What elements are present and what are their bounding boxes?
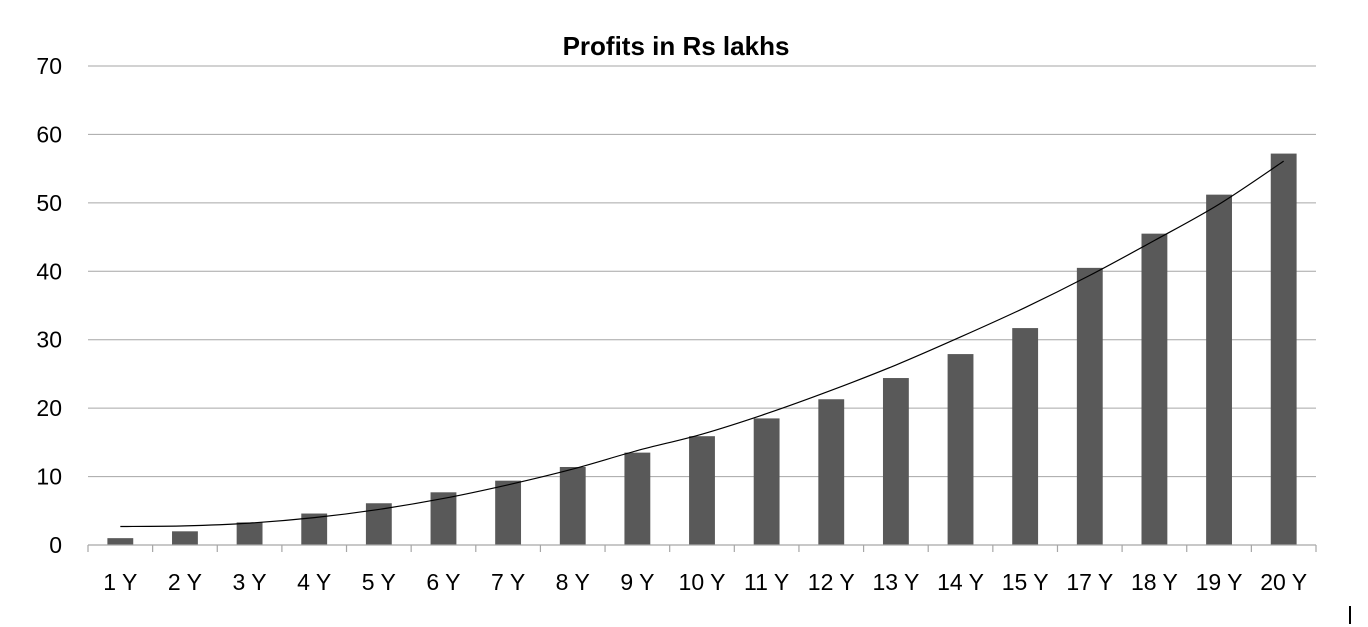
y-tick-label: 30 <box>36 327 62 353</box>
x-tick-label: 20 Y <box>1260 569 1307 595</box>
bar <box>1141 233 1168 545</box>
x-tick-label: 1 Y <box>103 569 137 595</box>
bar <box>236 522 263 545</box>
bar <box>689 436 715 545</box>
x-tick-label: 17 Y <box>1066 569 1113 595</box>
y-tick-label: 60 <box>36 121 62 147</box>
x-tick-label: 14 Y <box>937 569 984 595</box>
y-tick-label: 20 <box>36 395 62 421</box>
y-tick-label: 40 <box>36 258 62 284</box>
x-tick-label: 4 Y <box>297 569 331 595</box>
bar <box>1270 153 1297 546</box>
bars <box>107 153 1297 546</box>
x-tick-label: 9 Y <box>620 569 654 595</box>
trendline <box>120 160 1285 528</box>
y-tick-label: 70 <box>36 53 62 79</box>
bar <box>172 531 198 545</box>
bar <box>1206 194 1232 545</box>
bar <box>1012 328 1039 545</box>
bar <box>818 399 845 545</box>
bar <box>107 538 134 545</box>
x-tick-label: 7 Y <box>491 569 525 595</box>
x-tick-label: 19 Y <box>1196 569 1243 595</box>
x-tick-label: 13 Y <box>872 569 919 595</box>
x-tick-label: 15 Y <box>1002 569 1049 595</box>
x-tick-label: 3 Y <box>233 569 267 595</box>
x-tick-label: 8 Y <box>556 569 590 595</box>
x-tick-label: 18 Y <box>1131 569 1178 595</box>
bar <box>430 492 457 545</box>
x-tick-label: 5 Y <box>362 569 396 595</box>
bar <box>495 480 522 545</box>
gridlines <box>88 65 1316 478</box>
x-tick-label: 6 Y <box>426 569 460 595</box>
x-tick-label: 11 Y <box>744 569 789 595</box>
x-axis-tick-labels: 1 Y 2 Y 3 Y 4 Y 5 Y 6 Y 7 Y 8 Y 9 Y 10 Y 11 Y 12 Y 1… <box>103 569 1307 595</box>
bar <box>882 378 909 545</box>
bar <box>1076 267 1103 545</box>
bar <box>559 466 586 545</box>
x-tick-label: 12 Y <box>808 569 855 595</box>
bar <box>947 354 974 545</box>
x-axis <box>87 544 1317 552</box>
x-tick-label: 2 Y <box>168 569 202 595</box>
chart-title: Profits in Rs lakhs <box>563 31 790 61</box>
y-tick-label: 0 <box>49 532 62 558</box>
text-cursor <box>1349 606 1351 624</box>
y-tick-label: 50 <box>36 190 62 216</box>
y-axis-tick-labels: 0 10 20 30 40 50 60 70 <box>36 53 62 558</box>
bar <box>753 418 780 545</box>
y-tick-label: 10 <box>36 464 62 490</box>
x-tick-label: 10 Y <box>679 569 726 595</box>
trendline-layer <box>120 160 1285 528</box>
bar <box>624 452 651 545</box>
